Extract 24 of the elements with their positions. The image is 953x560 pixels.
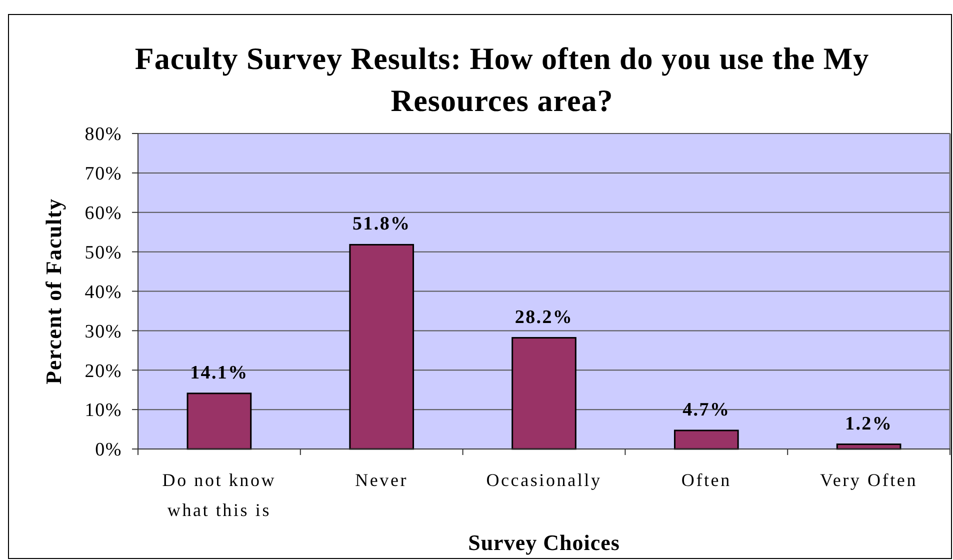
x-axis-title: Survey Choices (468, 530, 620, 555)
bar (349, 244, 414, 450)
data-label: 28.2% (514, 306, 574, 328)
bar (186, 392, 252, 450)
y-tick-label: 70% (84, 164, 122, 185)
y-tick-label: 0% (95, 440, 122, 461)
y-tick-label: 80% (84, 124, 122, 146)
y-tick-label: 30% (84, 321, 122, 342)
y-tick-label: 60% (84, 203, 122, 224)
bar (512, 337, 576, 450)
bar (674, 430, 739, 450)
data-label: 51.8% (352, 214, 411, 235)
y-tick-label: 10% (84, 400, 122, 422)
chart-title: Faculty Survey Results: How often do you use the My Resources area? (134, 41, 870, 118)
y-tick-label: 40% (84, 282, 122, 303)
y-tick-label: 50% (84, 242, 122, 264)
y-axis-title: Percent of Faculty (41, 198, 66, 384)
x-tick-label: Very Often (820, 470, 918, 490)
x-tick-label: Often (681, 470, 732, 490)
x-tick-label: Never (355, 470, 408, 490)
x-tick-label: Occasionally (486, 470, 602, 490)
x-tick-label: Do not know what this is (162, 470, 276, 520)
y-tick-label: 20% (84, 360, 122, 382)
data-label: 1.2% (845, 413, 893, 434)
